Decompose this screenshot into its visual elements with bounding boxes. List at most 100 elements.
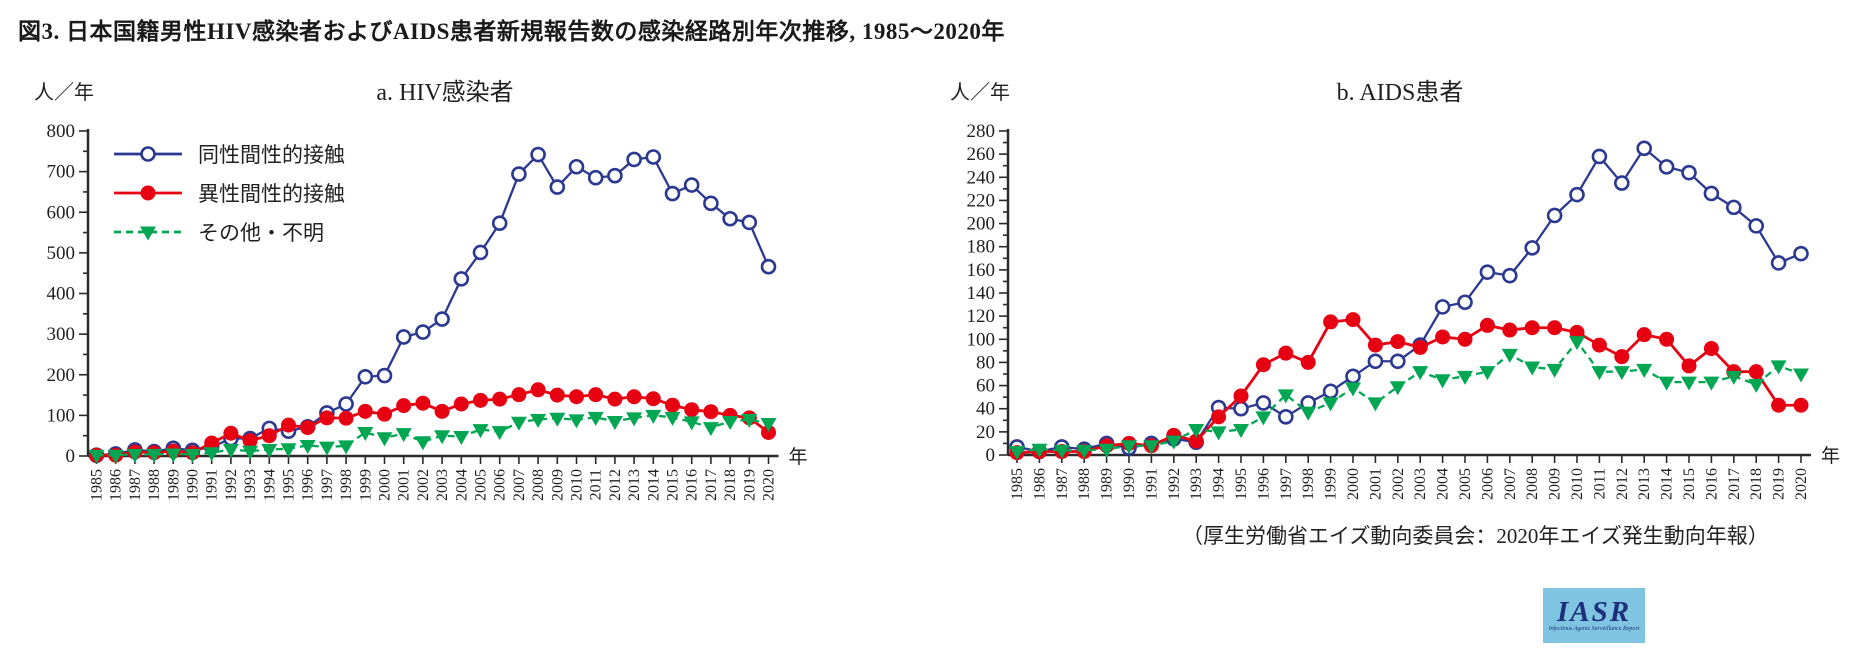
data-point-open-circle xyxy=(1569,186,1585,203)
data-point-triangle xyxy=(1277,389,1294,404)
data-point-triangle xyxy=(587,411,604,426)
data-point-open-circle xyxy=(626,151,642,168)
y-tick-label: 600 xyxy=(47,202,76,223)
x-tick-label-year: 2019 xyxy=(1771,468,1788,500)
iasr-logo-subtext: Infectious Agents Surveillance Report xyxy=(1548,626,1640,632)
data-point-triangle xyxy=(140,226,156,240)
data-point-triangle xyxy=(1501,348,1518,363)
series-other-unknown xyxy=(88,409,777,464)
data-point-open-circle xyxy=(1255,395,1272,411)
data-point-triangle xyxy=(1165,435,1182,450)
data-point-open-circle xyxy=(1233,400,1249,417)
data-point-triangle xyxy=(146,448,163,463)
x-tick-label-year: 2019 xyxy=(741,469,758,501)
data-point-triangle xyxy=(760,418,777,432)
data-point-triangle xyxy=(1255,411,1272,426)
data-point-triangle xyxy=(1076,444,1093,459)
data-point-triangle xyxy=(1210,426,1227,441)
x-tick-label-year: 2010 xyxy=(1569,468,1586,500)
data-point-filled-circle xyxy=(665,397,680,413)
x-tick-label-year: 1988 xyxy=(1076,468,1093,500)
data-point-filled-circle xyxy=(453,396,469,412)
data-point-filled-circle xyxy=(607,391,623,407)
data-point-filled-circle xyxy=(140,185,156,200)
data-point-open-circle xyxy=(1524,240,1541,256)
x-tick-label-year: 2003 xyxy=(434,469,451,501)
data-point-filled-circle xyxy=(1211,409,1227,425)
hiv-chart-title: a. HIV感染者 xyxy=(376,80,514,106)
data-point-open-circle xyxy=(1725,199,1742,216)
x-tick-label-year: 1985 xyxy=(89,469,106,501)
data-point-triangle xyxy=(510,416,527,431)
data-point-triangle xyxy=(338,440,355,455)
data-point-open-circle xyxy=(1501,267,1518,284)
data-point-triangle xyxy=(549,412,566,427)
y-tick-label: 100 xyxy=(47,405,76,426)
data-point-open-circle xyxy=(1658,159,1675,175)
data-point-filled-circle xyxy=(1479,317,1495,333)
data-point-triangle xyxy=(280,443,297,458)
data-point-triangle xyxy=(664,411,681,426)
x-tick-label-year: 1997 xyxy=(1278,468,1295,500)
x-axis-unit-label: 年 xyxy=(789,446,808,468)
y-tick-label: 100 xyxy=(967,329,996,350)
data-point-triangle xyxy=(242,445,259,460)
iasr-logo-text: IASR xyxy=(1556,596,1632,628)
x-tick-label-year: 2011 xyxy=(1591,468,1608,499)
x-tick-label-year: 1998 xyxy=(1300,468,1317,500)
x-tick-label-year: 1993 xyxy=(1188,468,1205,500)
aids-chart-title: b. AIDS患者 xyxy=(1336,80,1464,106)
data-point-triangle xyxy=(1009,446,1025,461)
y-tick-label: 20 xyxy=(976,422,995,443)
data-point-triangle xyxy=(1053,444,1070,459)
iasr-logo: IASR Infectious Agents Surveillance Repo… xyxy=(1543,588,1645,643)
y-tick-label: 260 xyxy=(967,144,996,165)
data-point-filled-circle xyxy=(588,387,604,403)
data-point-filled-circle xyxy=(300,420,316,436)
x-tick-label-year: 1990 xyxy=(185,469,202,501)
data-point-triangle xyxy=(434,430,451,445)
data-point-filled-circle xyxy=(569,389,584,405)
data-point-triangle xyxy=(1524,361,1541,376)
x-tick-label-year: 2017 xyxy=(1726,468,1743,500)
data-point-triangle xyxy=(1412,366,1429,381)
data-point-triangle xyxy=(1546,363,1563,378)
data-point-triangle xyxy=(1389,381,1406,396)
data-point-filled-circle xyxy=(223,425,239,441)
data-point-triangle xyxy=(222,444,239,458)
x-tick-label-year: 1995 xyxy=(281,469,298,501)
data-point-triangle xyxy=(299,439,316,454)
data-point-triangle xyxy=(1300,406,1317,421)
y-tick-label: 0 xyxy=(66,446,76,467)
y-tick-label: 200 xyxy=(47,365,76,386)
data-point-triangle xyxy=(1748,378,1765,393)
data-point-triangle xyxy=(1143,440,1160,455)
series-other-unknown xyxy=(1009,336,1809,461)
data-point-filled-circle xyxy=(338,410,354,426)
data-point-open-circle xyxy=(1434,299,1451,315)
x-tick-label-year: 2002 xyxy=(1390,468,1407,500)
x-tick-label-year: 1992 xyxy=(223,469,240,501)
legend: 同性間性的接触 異性間性的接触 その他・不明 xyxy=(112,134,345,251)
data-point-open-circle xyxy=(1613,175,1630,191)
data-point-open-circle xyxy=(1277,409,1294,425)
data-point-filled-circle xyxy=(357,403,373,419)
data-point-open-circle xyxy=(722,210,738,227)
data-point-triangle xyxy=(1658,376,1675,391)
data-point-triangle xyxy=(1345,382,1361,397)
x-tick-label-year: 2020 xyxy=(761,469,778,501)
y-tick-label: 140 xyxy=(967,283,996,304)
data-point-filled-circle xyxy=(1659,331,1675,347)
y-tick-label: 300 xyxy=(47,324,76,345)
legend-label-heterosexual-contact: 異性間性的接触 xyxy=(198,181,345,206)
x-tick-label-year: 2012 xyxy=(607,469,624,501)
data-point-triangle xyxy=(1322,397,1339,412)
data-point-open-circle xyxy=(376,367,393,384)
x-tick-label-year: 1986 xyxy=(1031,468,1048,500)
data-point-filled-circle xyxy=(1793,397,1809,413)
data-point-filled-circle xyxy=(1591,337,1607,353)
data-point-triangle xyxy=(741,413,758,428)
series-homosexual-contact xyxy=(1009,140,1809,460)
data-point-triangle xyxy=(1434,374,1451,389)
